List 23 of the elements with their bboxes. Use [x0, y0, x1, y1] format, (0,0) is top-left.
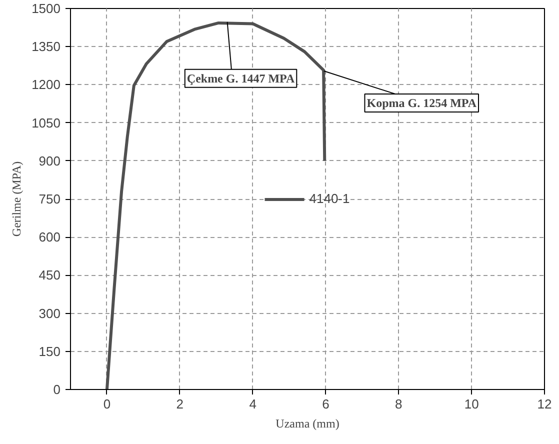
y-tick-label: 1050 — [32, 115, 60, 130]
y-tick-label: 300 — [38, 306, 61, 321]
annotation: Çekme G. 1447 MPA — [186, 71, 295, 86]
y-tick-label: 150 — [38, 344, 61, 359]
y-tick-label: 900 — [38, 153, 61, 168]
y-axis-title: Gerilme (MPA) — [10, 161, 24, 237]
y-tick-label: 750 — [38, 192, 61, 206]
x-tick-label: 10 — [464, 396, 479, 412]
y-tick-label: 0 — [53, 382, 61, 397]
x-tick-label: 8 — [395, 396, 402, 412]
annotation: Kopma G. 1254 MPA — [366, 96, 477, 110]
y-tick-label: 1350 — [32, 39, 60, 54]
y-tick-label: 1500 — [32, 1, 60, 16]
y-tick-label: 600 — [38, 230, 61, 245]
x-tick-label: 6 — [322, 396, 330, 412]
x-tick-label: 0 — [103, 396, 111, 412]
x-axis-title: Uzama (mm) — [276, 416, 340, 430]
x-tick-label: 12 — [537, 396, 552, 412]
x-tick-label: 4 — [249, 396, 256, 412]
x-tick-label: 2 — [176, 396, 184, 412]
y-tick-label: 1200 — [32, 77, 60, 92]
legend-label: 4140-1 — [309, 191, 350, 206]
y-tick-label: 450 — [38, 268, 61, 283]
